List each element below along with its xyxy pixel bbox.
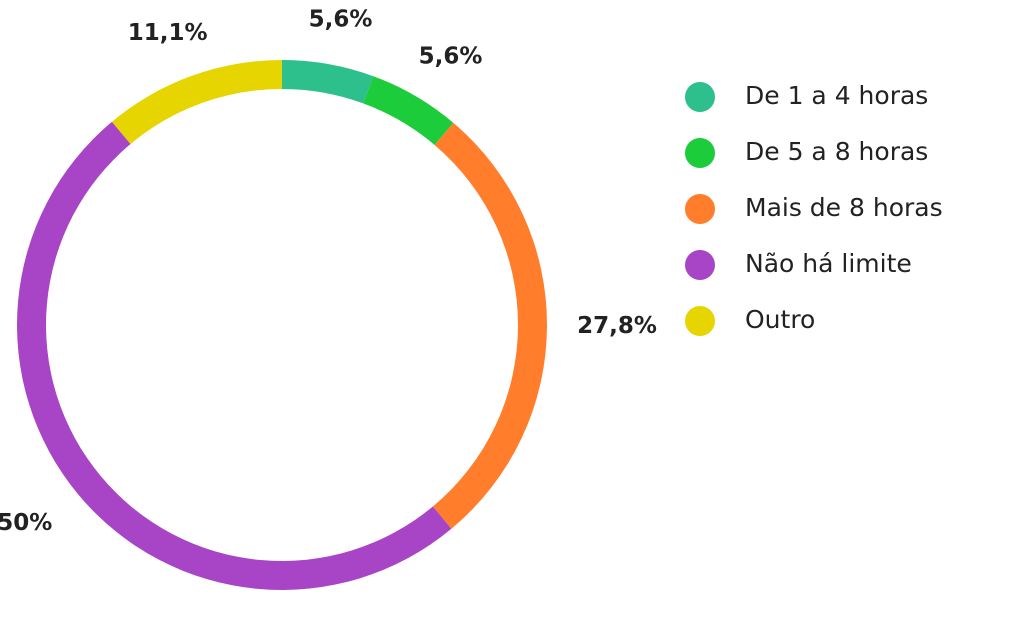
data-label: 5,6% [309,6,373,32]
data-label: 50% [0,510,52,536]
legend-swatch [685,138,715,168]
data-label: 27,8% [577,313,657,339]
legend-label: Mais de 8 horas [745,193,943,222]
legend-label: Outro [745,305,815,334]
legend-swatch [685,250,715,280]
legend-swatch [685,194,715,224]
legend-swatch [685,82,715,112]
donut-segment [16,121,452,591]
data-label: 5,6% [419,44,483,70]
donut-segment [111,60,282,145]
donut-segment [363,76,454,145]
donut-segment [432,122,548,529]
legend-label: Não há limite [745,249,912,278]
donut-segment [282,60,374,104]
data-label: 11,1% [128,20,208,46]
legend-label: De 1 a 4 horas [745,81,928,110]
legend-label: De 5 a 8 horas [745,137,928,166]
legend-swatch [685,306,715,336]
